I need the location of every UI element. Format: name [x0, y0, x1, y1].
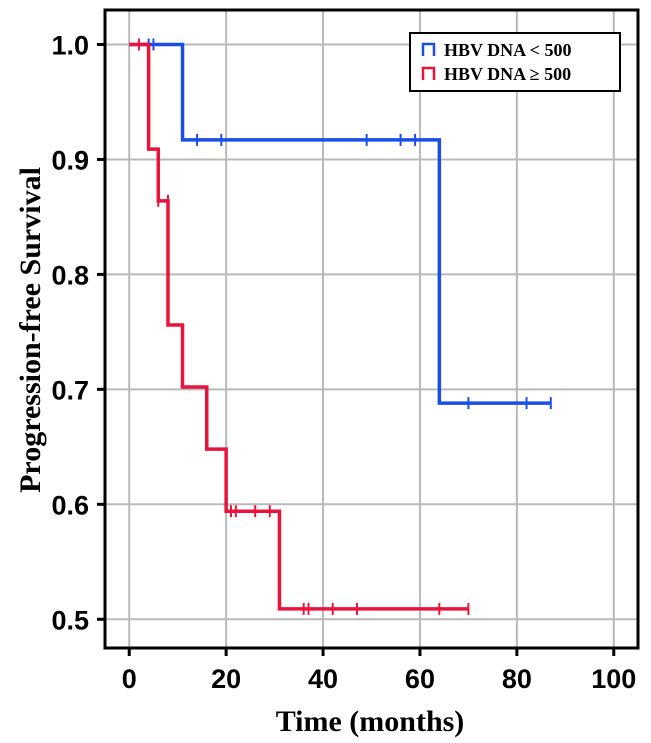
y-tick-label-5: 1.0 [51, 30, 89, 60]
legend-swatch-1 [421, 66, 436, 80]
legend-box [409, 32, 621, 92]
series-1-line [129, 42, 469, 611]
legend-label-1: HBV DNA ≥ 500 [444, 64, 571, 84]
series-0-line [129, 42, 551, 405]
x-axis-ticks: 0 20 40 60 80 100 [122, 648, 636, 694]
x-tick-label-100: 100 [591, 664, 636, 694]
x-tick-label-20: 20 [211, 664, 241, 694]
y-tick-label-3: 0.8 [51, 260, 89, 290]
y-tick-label-2: 0.7 [51, 375, 89, 405]
x-tick-label-80: 80 [502, 664, 532, 694]
x-tick-label-40: 40 [308, 664, 338, 694]
survival-curves [129, 38, 552, 615]
y-tick-label-0: 0.5 [51, 605, 89, 635]
x-tick-label-60: 60 [405, 664, 435, 694]
legend-swatch-0 [421, 42, 436, 56]
x-axis-title: Time (months) [276, 705, 465, 738]
y-axis-title: Progression-free Survival [14, 167, 47, 493]
y-axis-ticks: 0.5 0.6 0.7 0.8 0.9 1.0 [51, 30, 105, 635]
grid [105, 10, 638, 648]
x-tick-label-0: 0 [122, 664, 137, 694]
legend-label-0: HBV DNA < 500 [444, 40, 571, 60]
plot-frame [103, 8, 640, 650]
y-tick-label-4: 0.9 [51, 145, 89, 175]
y-tick-label-1: 0.6 [51, 490, 89, 520]
legend: HBV DNA < 500 HBV DNA ≥ 500 [409, 32, 621, 92]
